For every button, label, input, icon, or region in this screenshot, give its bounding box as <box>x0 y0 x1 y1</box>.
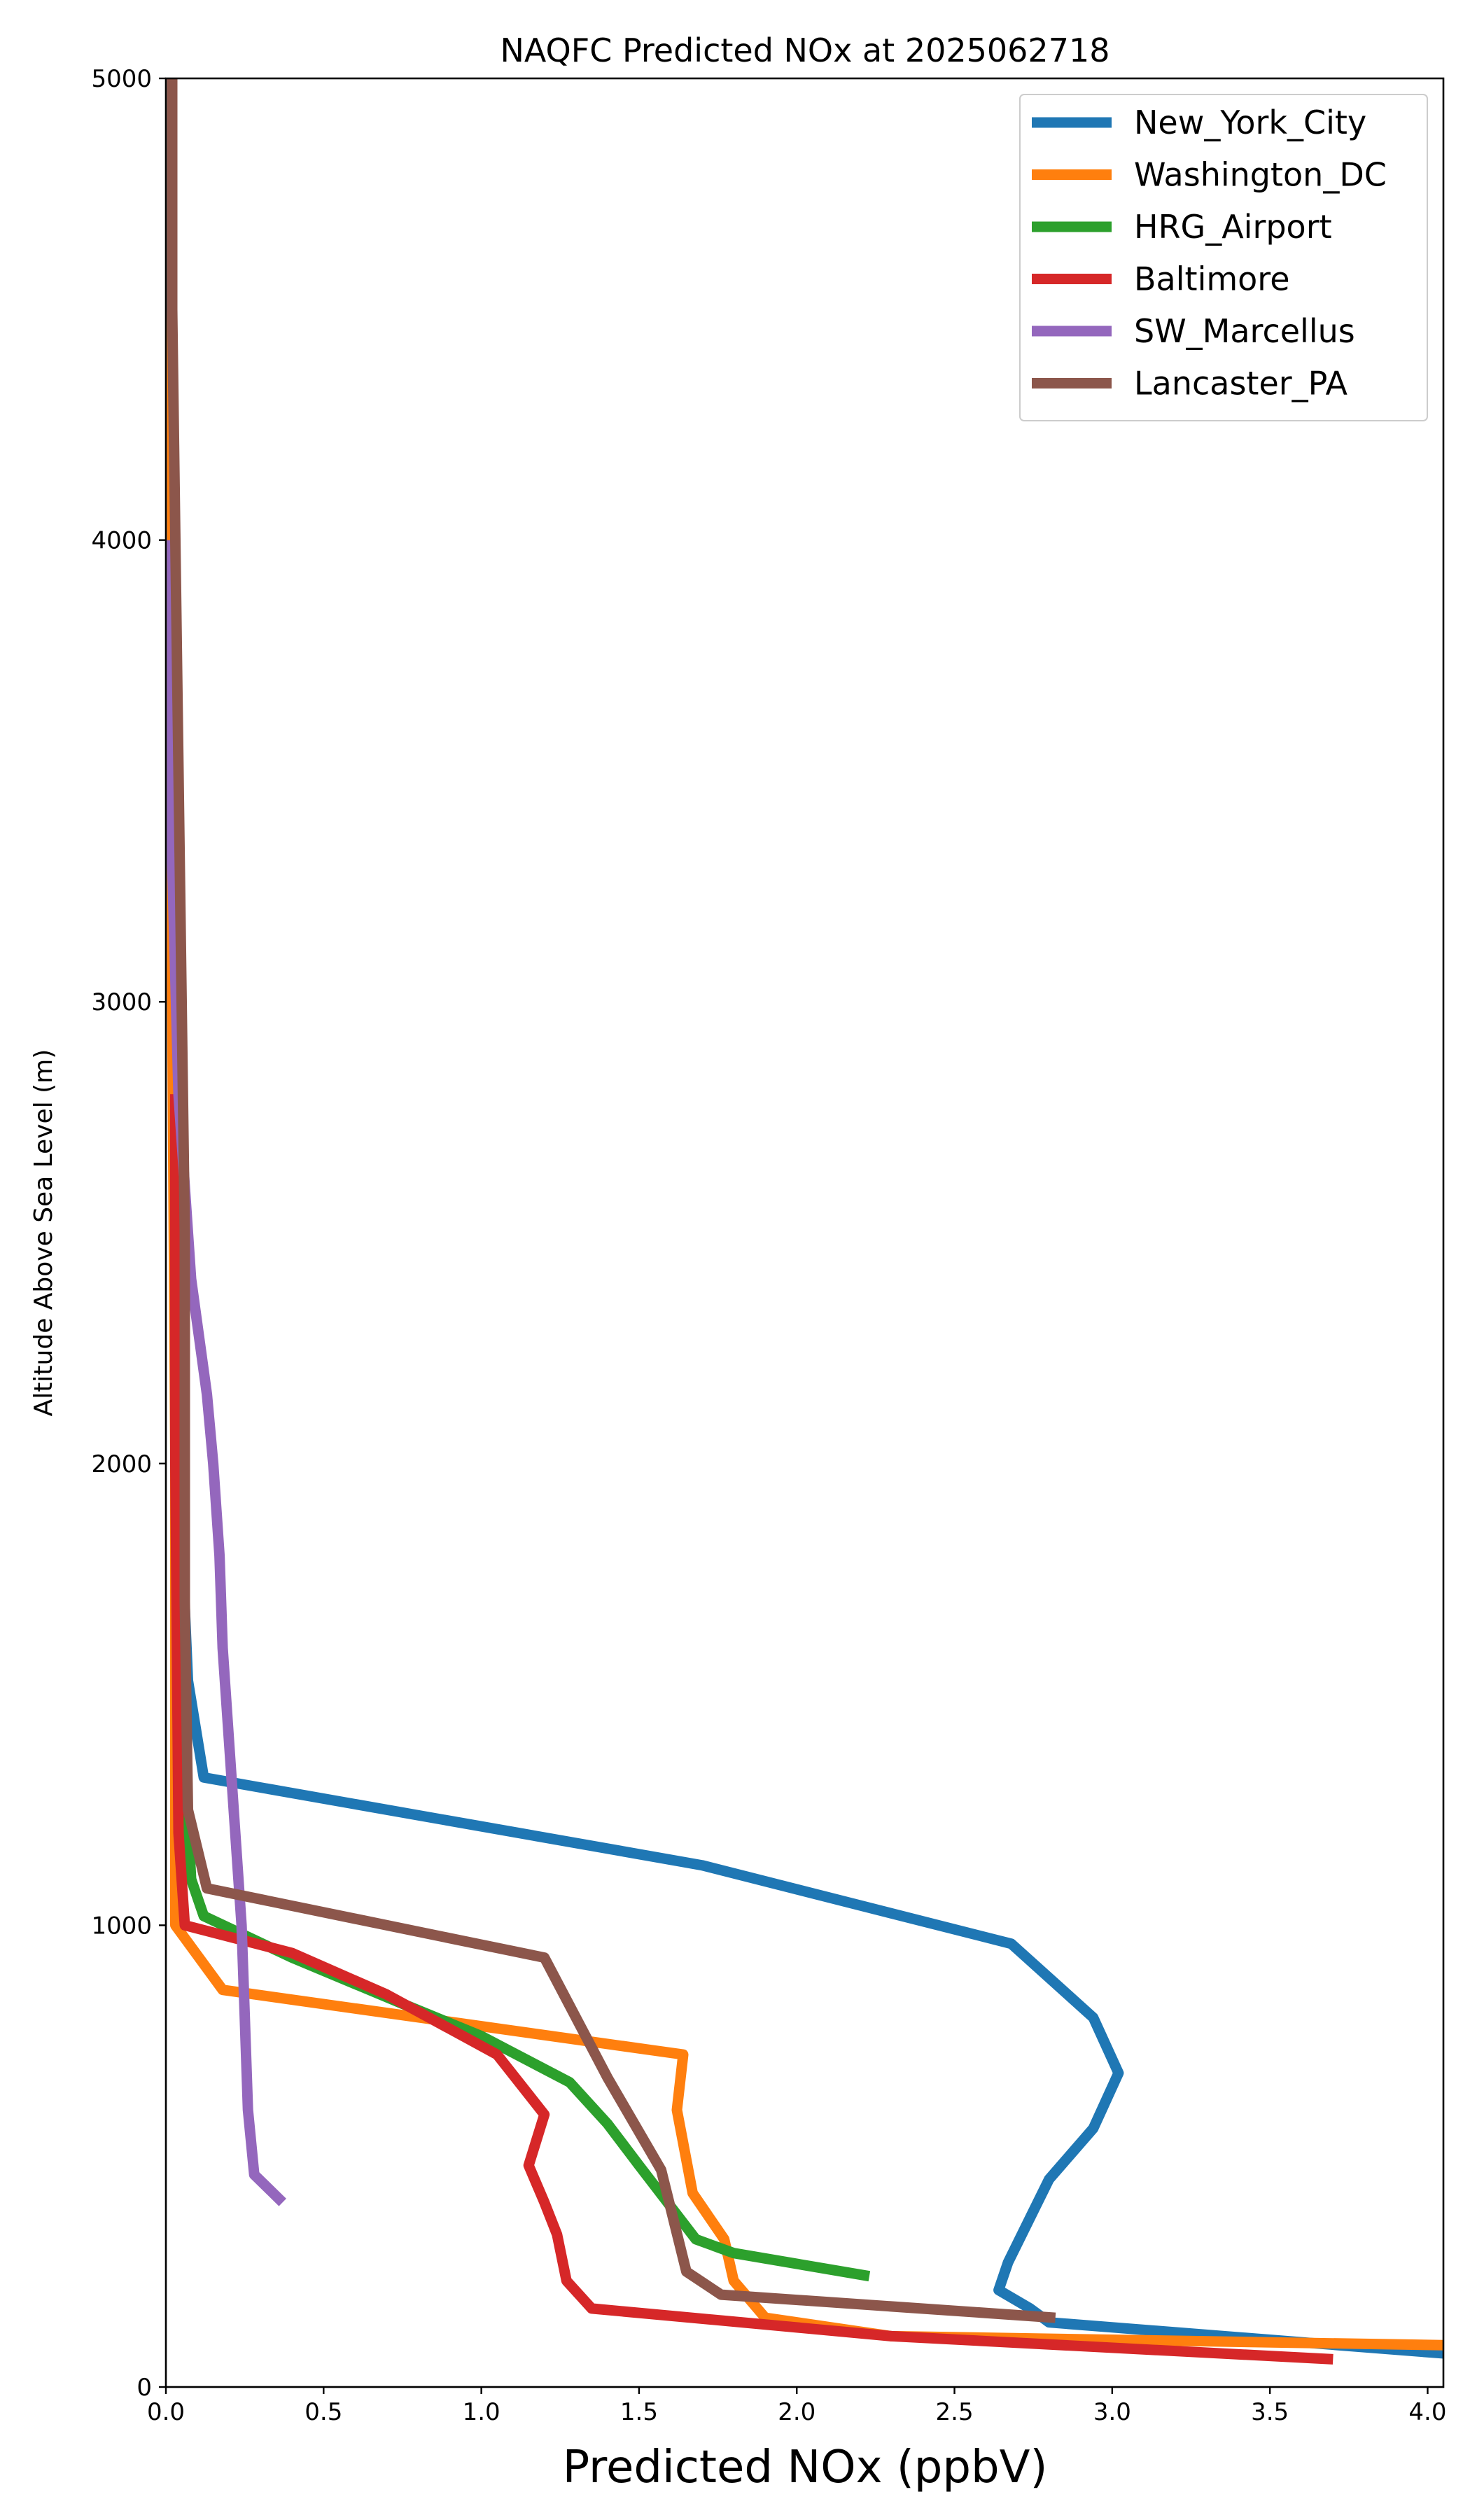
x-tick-label: 3.5 <box>1251 2398 1289 2426</box>
legend-label-new-york-city: New_York_City <box>1134 104 1366 141</box>
x-tick-label: 4.0 <box>1408 2398 1446 2426</box>
plot-lines <box>167 78 1443 2365</box>
legend-label-sw-marcellus: SW_Marcellus <box>1134 312 1355 350</box>
y-tick-label: 4000 <box>91 527 152 555</box>
y-tick-label: 1000 <box>91 1912 152 1940</box>
legend-label-baltimore: Baltimore <box>1134 260 1290 298</box>
x-tick-label: 2.5 <box>936 2398 974 2426</box>
y-tick-label: 3000 <box>91 988 152 1016</box>
y-tick-label: 5000 <box>91 65 152 93</box>
x-tick-label: 2.0 <box>778 2398 816 2426</box>
x-axis-ticks: 0.0 0.5 1.0 1.5 2.0 2.5 3.0 3.5 4.0 <box>147 2387 1447 2426</box>
chart-title: NAQFC Predicted NOx at 2025062718 <box>500 31 1110 69</box>
x-tick-label: 0.0 <box>147 2398 185 2426</box>
x-tick-label: 0.5 <box>304 2398 342 2426</box>
legend-label-washington-dc: Washington_DC <box>1134 156 1387 194</box>
x-axis-label: Predicted NOx (ppbV) <box>563 2442 1048 2493</box>
legend: New_York_City Washington_DC HRG_Airport Bal… <box>1019 94 1428 421</box>
y-tick-label: 0 <box>136 2374 152 2402</box>
series-line-lancaster-pa <box>167 78 1056 2323</box>
series-line-baltimore <box>170 1094 1334 2365</box>
x-tick-label: 3.0 <box>1093 2398 1131 2426</box>
plot-frame <box>164 77 1445 2388</box>
y-tick-label: 2000 <box>91 1450 152 1478</box>
legend-label-lancaster-pa: Lancaster_PA <box>1134 365 1348 402</box>
y-axis-ticks: 0 1000 2000 3000 4000 5000 <box>91 65 166 2402</box>
x-tick-label: 1.5 <box>620 2398 658 2426</box>
x-tick-label: 1.0 <box>463 2398 500 2426</box>
legend-label-hrg-airport: HRG_Airport <box>1134 208 1332 246</box>
y-axis-label: Altitude Above Sea Level (m) <box>29 1049 58 1417</box>
legend-box <box>1019 94 1428 421</box>
legend-entries: New_York_City Washington_DC HRG_Airport Bal… <box>1032 104 1387 402</box>
